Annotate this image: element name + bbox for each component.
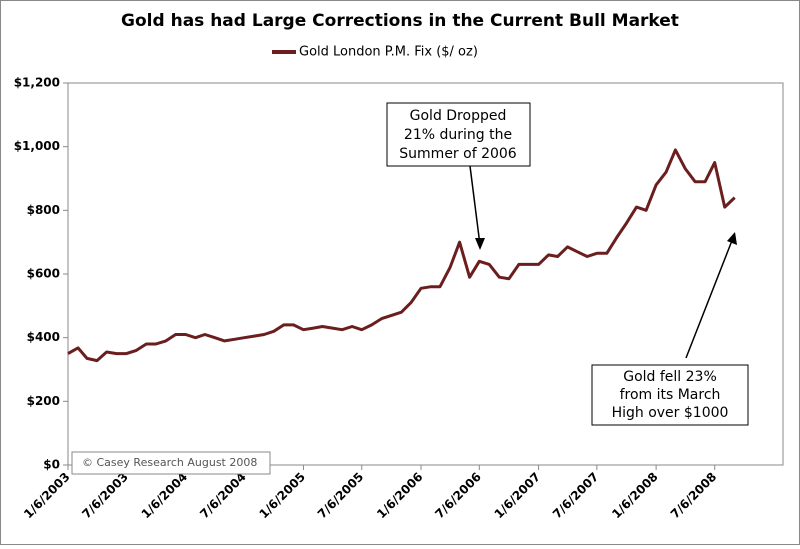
- y-tick-label: $600: [27, 267, 60, 281]
- annotation-text: 21% during the: [404, 127, 512, 143]
- annotation-box: [591, 364, 749, 426]
- annotation-text: High over $1000: [612, 405, 729, 421]
- annotation-text: from its March: [620, 387, 721, 403]
- annotation-box: [386, 102, 531, 167]
- annotation-text: Summer of 2006: [399, 146, 517, 162]
- y-tick-label: $800: [27, 203, 60, 217]
- copyright-box: [71, 451, 271, 475]
- chart-title: Gold has had Large Corrections in the Cu…: [121, 11, 679, 31]
- y-tick-label: $0: [43, 458, 60, 472]
- y-tick-label: $1,200: [14, 76, 60, 90]
- copyright: © Casey Research August 2008: [82, 456, 257, 469]
- annotation-arrowhead: [727, 232, 737, 245]
- annotation-arrow: [685, 237, 734, 359]
- y-tick-label: $400: [27, 330, 60, 344]
- annotation-arrow: [469, 165, 481, 246]
- y-tick-label: $1,000: [14, 139, 60, 153]
- annotation-text: Gold Dropped: [410, 108, 507, 124]
- y-tick-label: $200: [27, 394, 60, 408]
- legend-label: Gold London P.M. Fix ($/ oz): [299, 45, 478, 60]
- annotation-text: Gold fell 23%: [623, 369, 717, 385]
- series-line: [67, 148, 736, 363]
- annotation-arrowhead: [475, 238, 485, 250]
